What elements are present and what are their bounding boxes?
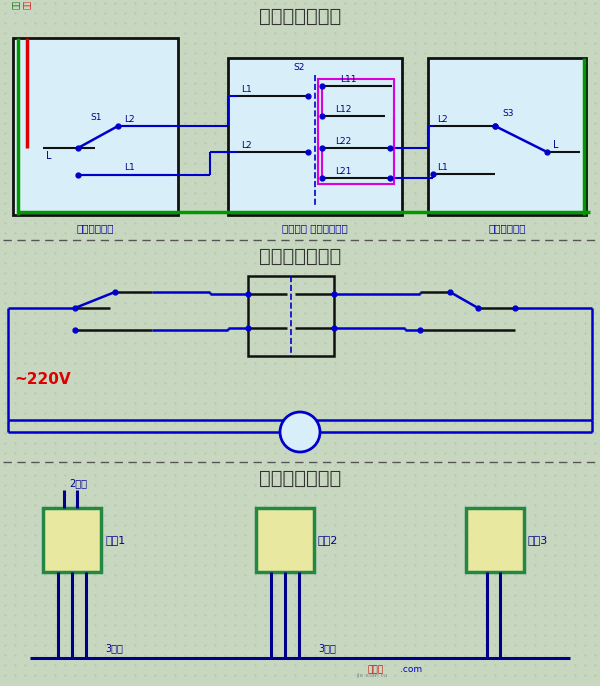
Text: S2: S2 — [293, 64, 304, 73]
Text: 三控开关布线图: 三控开关布线图 — [259, 469, 341, 488]
Text: 开关3: 开关3 — [528, 535, 548, 545]
Bar — [13, 38, 178, 215]
Text: L: L — [553, 140, 559, 150]
Text: L21: L21 — [335, 167, 352, 176]
Text: jie xian tu: jie xian tu — [356, 674, 387, 678]
Circle shape — [280, 412, 320, 452]
Bar — [428, 58, 586, 215]
Bar — [248, 276, 334, 356]
Text: L11: L11 — [340, 75, 356, 84]
Text: 3根线: 3根线 — [105, 643, 123, 653]
Bar — [256, 508, 314, 572]
Text: L: L — [46, 151, 52, 161]
Text: 开关1: 开关1 — [105, 535, 125, 545]
Text: 接线图: 接线图 — [368, 665, 384, 674]
Bar — [0, 240, 600, 462]
Text: L2: L2 — [437, 115, 448, 123]
Text: S3: S3 — [502, 110, 514, 119]
Bar — [0, 462, 600, 686]
Text: 3根线: 3根线 — [318, 643, 336, 653]
Text: L2: L2 — [241, 141, 251, 150]
Text: 2根线: 2根线 — [69, 478, 87, 488]
Text: 相线: 相线 — [11, 0, 20, 9]
Text: L1: L1 — [437, 163, 448, 172]
Text: L22: L22 — [335, 137, 351, 145]
Text: 火线: 火线 — [23, 0, 32, 9]
Text: L12: L12 — [335, 104, 352, 113]
Text: L1: L1 — [241, 84, 252, 93]
Text: L2: L2 — [124, 115, 134, 123]
Text: ~220V: ~220V — [14, 372, 71, 388]
Text: L1: L1 — [124, 163, 135, 172]
Text: 三控开关接线图: 三控开关接线图 — [259, 6, 341, 25]
Text: .com: .com — [400, 665, 422, 674]
Bar — [228, 58, 402, 215]
Text: 开关2: 开关2 — [318, 535, 338, 545]
Bar — [0, 0, 600, 242]
Bar — [466, 508, 524, 572]
Bar — [318, 79, 394, 184]
Text: 单开双控开关: 单开双控开关 — [76, 223, 114, 233]
Text: S1: S1 — [90, 113, 101, 123]
Bar — [43, 508, 101, 572]
Text: 三控开关原理图: 三控开关原理图 — [259, 246, 341, 265]
Text: 单开双控开关: 单开双控开关 — [488, 223, 526, 233]
Text: 中途开关 （三控开关）: 中途开关 （三控开关） — [282, 223, 348, 233]
